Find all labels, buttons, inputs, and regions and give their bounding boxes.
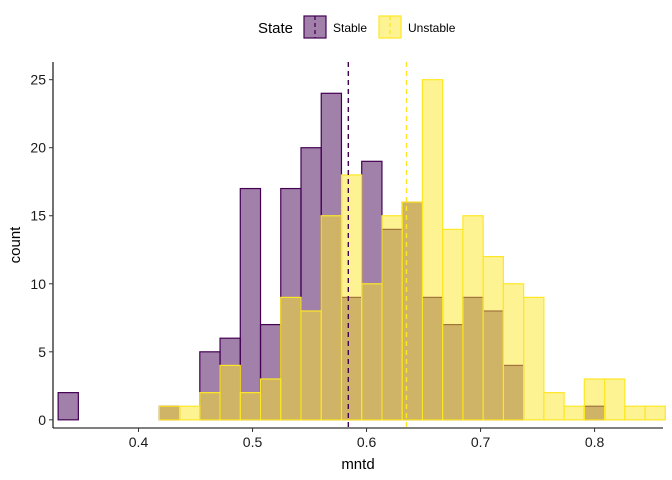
legend-title: State xyxy=(258,20,293,37)
bar-unstable-20 xyxy=(462,215,484,421)
bar-unstable-12 xyxy=(300,310,322,421)
mean-lines xyxy=(347,62,408,428)
bar-unstable-21 xyxy=(482,255,504,421)
y-tick-label: 0 xyxy=(38,412,46,428)
bar-unstable-7 xyxy=(199,392,221,421)
x-tick-label: 0.5 xyxy=(243,434,263,450)
y-tick-label: 5 xyxy=(38,344,46,360)
bar-unstable-10 xyxy=(259,378,282,421)
bar-stable-0 xyxy=(57,392,79,421)
legend-label-stable: Stable xyxy=(333,21,367,35)
x-axis-title: mntd xyxy=(341,456,374,473)
bar-unstable-24 xyxy=(543,392,565,421)
bar-unstable-5 xyxy=(158,405,181,421)
bar-unstable-27 xyxy=(603,378,626,421)
bar-unstable-15 xyxy=(361,283,383,421)
x-tick-label: 0.8 xyxy=(585,434,605,450)
x-tick-label: 0.7 xyxy=(471,434,491,450)
bar-unstable-25 xyxy=(563,405,585,421)
bar-unstable-29 xyxy=(644,405,666,421)
series-unstable-bars xyxy=(158,79,666,421)
y-tick-label: 15 xyxy=(30,208,46,224)
y-tick-label: 10 xyxy=(30,276,46,292)
bar-unstable-6 xyxy=(178,405,201,421)
legend: State Stable Unstable xyxy=(258,15,456,39)
y-tick-label: 20 xyxy=(30,140,46,156)
y-ticks: 0 5 10 15 20 25 xyxy=(30,72,53,428)
bar-unstable-19 xyxy=(442,228,464,421)
bar-stable-9 xyxy=(239,187,262,421)
axes xyxy=(52,62,663,429)
y-axis-title: count xyxy=(7,226,24,264)
x-tick-label: 0.4 xyxy=(129,434,149,450)
legend-label-unstable: Unstable xyxy=(408,21,456,35)
bar-unstable-14 xyxy=(340,174,363,421)
bar-unstable-18 xyxy=(421,79,444,421)
bar-unstable-11 xyxy=(280,296,302,421)
x-tick-label: 0.6 xyxy=(357,434,377,450)
x-ticks: 0.4 0.5 0.6 0.7 0.8 xyxy=(129,428,605,450)
bar-unstable-8 xyxy=(219,364,241,421)
legend-key-unstable xyxy=(378,15,402,39)
bar-unstable-16 xyxy=(381,215,403,421)
legend-key-stable xyxy=(303,15,327,39)
bar-unstable-23 xyxy=(523,296,545,421)
bar-unstable-17 xyxy=(401,201,424,421)
bar-unstable-22 xyxy=(502,283,525,421)
bar-unstable-9 xyxy=(239,392,262,421)
y-tick-label: 25 xyxy=(30,72,46,88)
bar-unstable-13 xyxy=(320,215,343,421)
bar-unstable-26 xyxy=(583,378,606,421)
bar-unstable-28 xyxy=(624,405,646,421)
